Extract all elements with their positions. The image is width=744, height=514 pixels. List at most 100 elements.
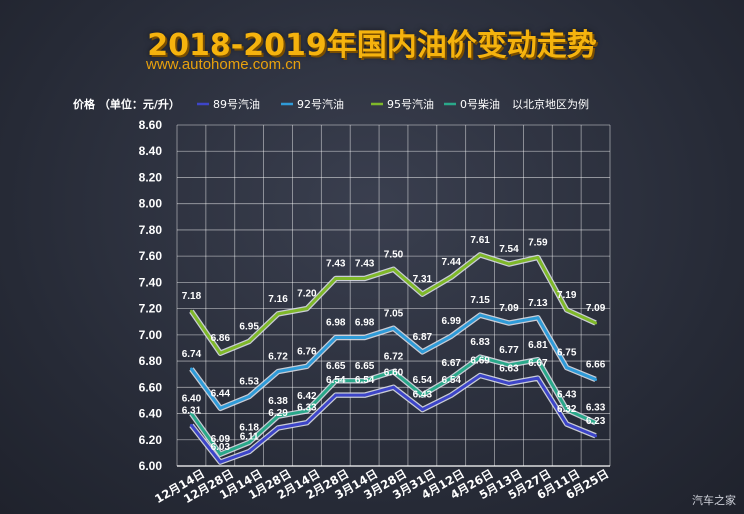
data-label: 6.32 <box>557 404 577 415</box>
data-label: 6.43 <box>557 390 577 401</box>
data-point <box>305 421 309 425</box>
data-point <box>449 376 453 380</box>
data-label: 6.33 <box>297 403 317 414</box>
data-point <box>449 275 453 279</box>
data-label: 6.72 <box>268 352 288 363</box>
data-label: 6.95 <box>239 321 259 332</box>
data-point <box>305 409 309 413</box>
data-point <box>392 267 395 271</box>
data-label: 7.31 <box>413 274 433 285</box>
data-point <box>478 313 482 317</box>
data-label: 6.76 <box>297 346 317 357</box>
data-label: 6.98 <box>326 317 346 328</box>
data-label: 7.43 <box>326 258 346 269</box>
data-label: 6.65 <box>326 361 346 372</box>
data-point <box>218 406 222 410</box>
data-point <box>449 334 453 338</box>
data-point <box>536 358 540 362</box>
y-tick-label: 7.60 <box>139 249 163 263</box>
data-label: 6.54 <box>413 375 433 386</box>
data-label: 6.60 <box>384 367 404 378</box>
data-point <box>507 381 511 385</box>
data-label: 7.19 <box>557 290 577 301</box>
data-label: 6.40 <box>182 394 202 405</box>
data-point <box>420 393 424 397</box>
data-label: 6.87 <box>413 332 433 343</box>
data-label: 6.29 <box>268 408 288 419</box>
data-point <box>536 316 540 320</box>
data-label: 7.16 <box>268 294 288 305</box>
y-tick-label: 7.20 <box>139 302 163 316</box>
y-tick-label: 8.60 <box>139 118 163 132</box>
data-point <box>363 335 367 339</box>
y-tick-label: 8.20 <box>139 170 163 184</box>
y-tick-label: 8.00 <box>139 197 163 211</box>
data-point <box>420 292 424 296</box>
data-point <box>363 393 367 397</box>
data-label: 6.98 <box>355 317 375 328</box>
data-label: 6.67 <box>528 358 548 369</box>
data-point <box>507 363 511 367</box>
data-point <box>247 339 251 343</box>
data-point <box>218 452 222 456</box>
data-point <box>420 350 424 354</box>
data-label: 6.83 <box>470 337 490 348</box>
legend-entry: 95号汽油 <box>387 97 434 111</box>
data-point <box>363 379 367 383</box>
data-point <box>305 364 309 368</box>
data-point <box>247 440 251 444</box>
data-point <box>276 370 280 374</box>
chart-note: 以北京地区为例 <box>512 97 589 111</box>
y-tick-label: 6.00 <box>139 459 163 473</box>
data-label: 6.54 <box>441 375 461 386</box>
data-label: 6.86 <box>211 333 231 344</box>
data-point <box>594 421 598 425</box>
data-label: 6.75 <box>557 348 577 359</box>
y-tick-label: 6.60 <box>139 380 163 394</box>
data-point <box>392 370 395 374</box>
y-axis-label: 价格 （单位：元/升） <box>73 97 180 111</box>
legend-entry: 0号柴油 <box>460 97 500 111</box>
data-label: 6.67 <box>441 358 461 369</box>
data-label: 7.61 <box>470 235 490 246</box>
data-label: 7.09 <box>586 303 606 314</box>
data-point <box>247 450 251 454</box>
data-label: 6.54 <box>326 375 346 386</box>
data-label: 6.03 <box>211 442 231 453</box>
data-label: 6.81 <box>528 340 548 351</box>
data-label: 6.31 <box>182 405 202 416</box>
y-tick-label: 6.80 <box>139 354 163 368</box>
data-point <box>189 367 193 371</box>
data-label: 7.13 <box>528 298 548 309</box>
y-tick-label: 7.00 <box>139 328 163 342</box>
legend-entry: 92号汽油 <box>297 97 344 111</box>
data-point <box>565 308 569 312</box>
data-point <box>478 374 482 378</box>
data-point <box>189 309 193 313</box>
data-point <box>594 434 598 438</box>
data-point <box>536 255 540 259</box>
data-point <box>305 307 309 311</box>
data-label: 6.69 <box>470 356 490 367</box>
data-point <box>594 321 598 325</box>
data-label: 6.23 <box>586 416 606 427</box>
data-label: 6.77 <box>499 345 519 356</box>
data-label: 6.53 <box>239 376 259 387</box>
data-point <box>392 326 395 330</box>
y-tick-label: 6.40 <box>139 407 163 421</box>
source-url: www.autohome.com.cn <box>146 56 302 73</box>
data-point <box>565 408 569 412</box>
data-label: 7.43 <box>355 258 375 269</box>
data-point <box>276 414 280 418</box>
data-label: 6.65 <box>355 361 375 372</box>
data-point <box>565 422 569 426</box>
data-label: 7.15 <box>470 295 490 306</box>
data-point <box>276 312 280 316</box>
data-point <box>334 379 338 383</box>
data-label: 6.66 <box>586 359 606 370</box>
y-tick-label: 7.40 <box>139 275 163 289</box>
data-label: 6.74 <box>182 349 202 360</box>
data-point <box>420 408 424 412</box>
data-point <box>507 321 511 325</box>
